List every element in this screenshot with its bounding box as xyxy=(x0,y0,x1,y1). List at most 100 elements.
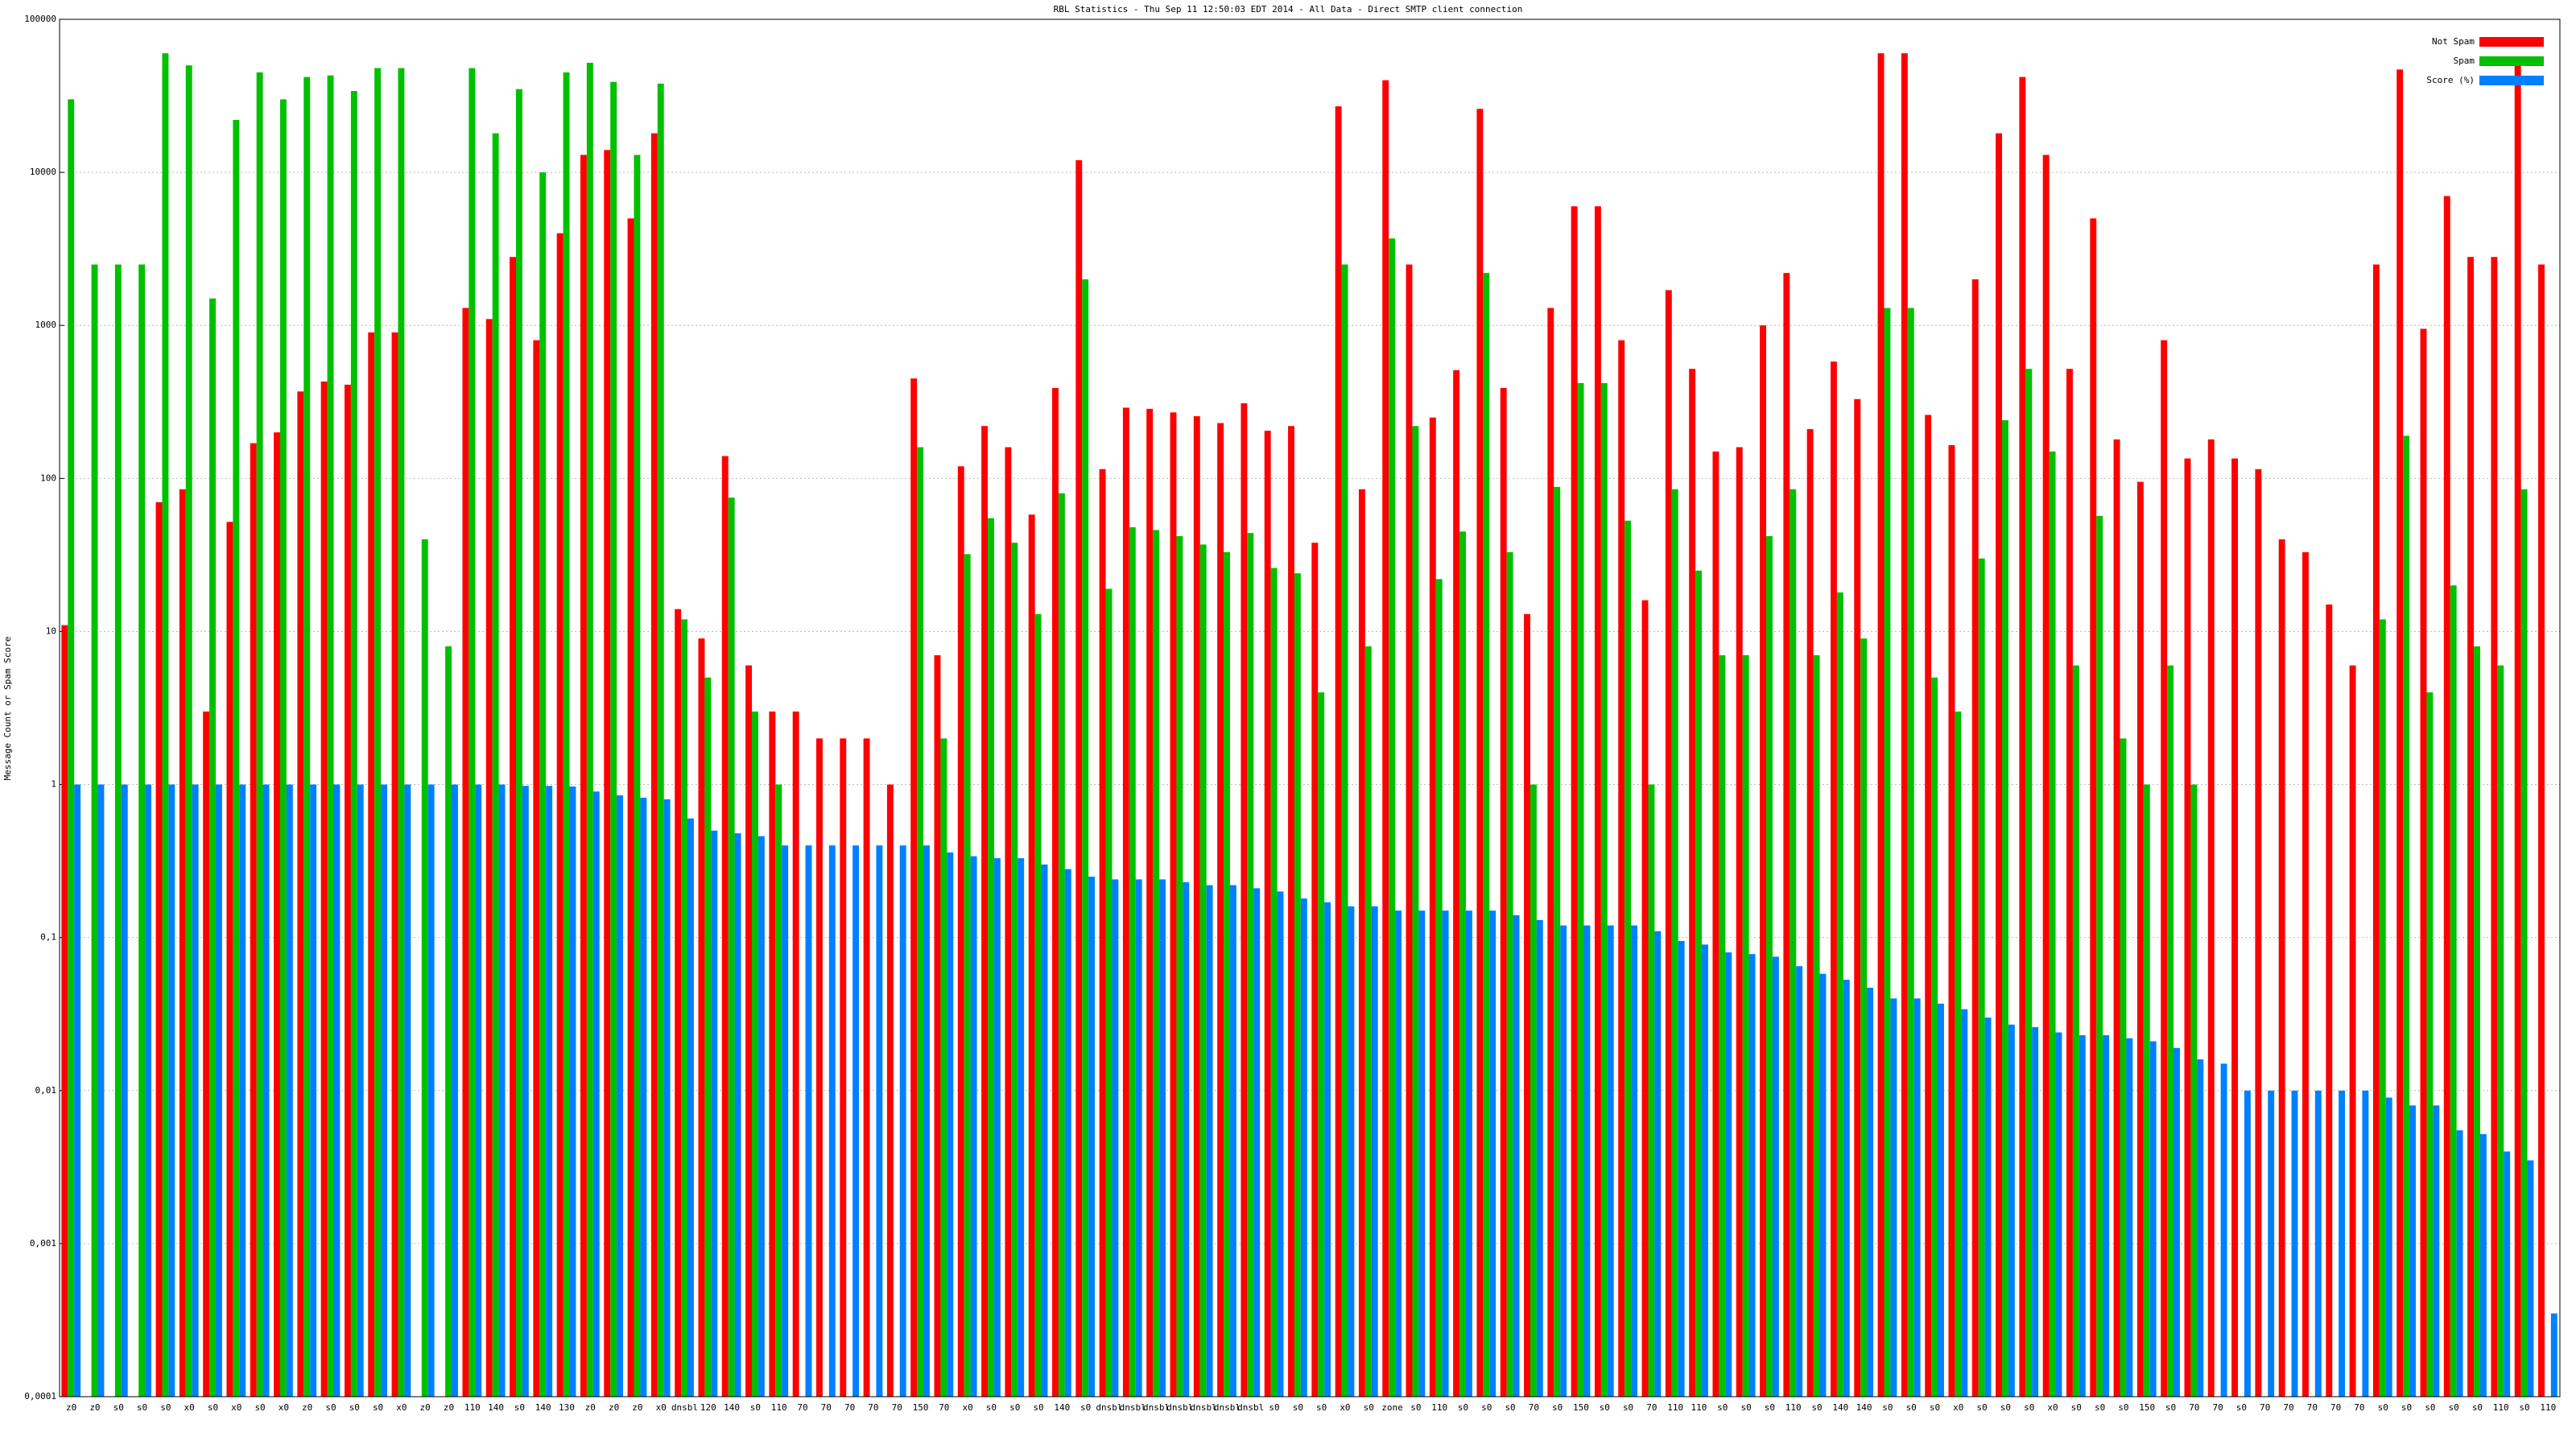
x-tick-label: 70 xyxy=(2354,1402,2364,1413)
bar xyxy=(1406,264,1413,1397)
y-tick-label: 1 xyxy=(51,779,56,790)
bar xyxy=(586,62,593,1397)
bar xyxy=(1513,914,1520,1397)
x-tick-label: s0 xyxy=(349,1402,360,1413)
bar xyxy=(1867,988,1874,1397)
bar xyxy=(2025,369,2033,1397)
bar xyxy=(805,845,812,1397)
bar xyxy=(1435,579,1443,1397)
y-tick-label: 100000 xyxy=(24,14,56,24)
bar xyxy=(451,784,458,1397)
bar xyxy=(1277,891,1284,1397)
bar xyxy=(782,845,789,1397)
x-tick-label: s0 xyxy=(1410,1402,1421,1413)
bar xyxy=(1524,613,1530,1397)
bar xyxy=(981,426,989,1397)
x-tick-label: 70 xyxy=(1529,1402,1539,1413)
bar xyxy=(539,172,547,1397)
bar xyxy=(1813,654,1820,1397)
bar xyxy=(2420,328,2427,1397)
bar xyxy=(274,432,280,1397)
x-tick-label: s0 xyxy=(1740,1402,1751,1413)
bar xyxy=(886,784,894,1397)
bar xyxy=(250,443,257,1397)
x-tick-label: s0 xyxy=(1316,1402,1327,1413)
bar xyxy=(1176,535,1183,1397)
bar xyxy=(492,133,499,1397)
bar xyxy=(1453,369,1460,1397)
x-tick-label: s0 xyxy=(373,1402,383,1413)
bar xyxy=(546,786,553,1397)
y-tick-label: 100 xyxy=(40,473,56,483)
bar xyxy=(2474,646,2480,1397)
bar xyxy=(1648,784,1655,1397)
bar xyxy=(1028,514,1035,1397)
x-tick-label: dnsbl xyxy=(1096,1402,1122,1413)
bar xyxy=(1229,885,1236,1397)
bar xyxy=(1594,206,1601,1397)
x-tick-label: z0 xyxy=(420,1402,431,1413)
bar xyxy=(828,845,836,1397)
bar xyxy=(1806,429,1814,1397)
x-tick-label: s0 xyxy=(325,1402,336,1413)
bar xyxy=(1075,160,1083,1397)
bar xyxy=(475,784,482,1397)
x-tick-label: 150 xyxy=(913,1402,929,1413)
bar xyxy=(1860,638,1868,1397)
bar xyxy=(1689,369,1696,1397)
bar xyxy=(1641,600,1649,1397)
x-tick-label: dnsbl xyxy=(1166,1402,1193,1413)
bar xyxy=(2120,738,2127,1397)
bar xyxy=(2103,1035,2110,1397)
bar xyxy=(1836,592,1843,1397)
bar xyxy=(2302,551,2309,1397)
x-tick-label: s0 xyxy=(2165,1402,2176,1413)
bar xyxy=(1560,925,1567,1397)
bar xyxy=(1348,906,1355,1397)
x-tick-label: 70 xyxy=(939,1402,949,1413)
bar xyxy=(1890,998,1897,1397)
bar xyxy=(2090,218,2097,1397)
x-tick-label: s0 xyxy=(1269,1402,1279,1413)
bar xyxy=(2079,1035,2086,1397)
x-tick-label: s0 xyxy=(1765,1402,1775,1413)
x-tick-label: 70 xyxy=(892,1402,902,1413)
x-tick-label: 110 xyxy=(1431,1402,1447,1413)
bar xyxy=(1984,1018,1992,1397)
x-tick-label: z0 xyxy=(66,1402,76,1413)
x-tick-label: s0 xyxy=(2378,1402,2388,1413)
x-tick-label: 140 xyxy=(1054,1402,1070,1413)
x-tick-label: x0 xyxy=(1953,1402,1963,1413)
bar xyxy=(2066,369,2073,1397)
bar xyxy=(2268,1090,2275,1397)
bar xyxy=(1554,486,1561,1397)
bar xyxy=(421,539,428,1397)
bar xyxy=(350,91,357,1397)
x-tick-label: x0 xyxy=(2047,1402,2058,1413)
bar xyxy=(74,784,81,1397)
x-tick-label: s0 xyxy=(1009,1402,1020,1413)
bar xyxy=(1112,879,1119,1397)
bar xyxy=(1324,902,1331,1397)
bar xyxy=(2255,469,2262,1397)
plot-frame xyxy=(59,19,2561,1397)
bar xyxy=(2161,340,2168,1397)
bar xyxy=(721,456,729,1397)
bar xyxy=(1206,885,1213,1397)
bar xyxy=(1607,925,1614,1397)
bar xyxy=(745,665,753,1397)
bar xyxy=(2314,1090,2322,1397)
bar xyxy=(2379,619,2386,1397)
x-tick-label: s0 xyxy=(137,1402,147,1413)
bar xyxy=(1907,308,1914,1397)
bar xyxy=(569,786,576,1397)
x-tick-label: s0 xyxy=(1080,1402,1091,1413)
bar xyxy=(698,638,705,1397)
x-tick-label: z0 xyxy=(632,1402,642,1413)
bar xyxy=(1547,308,1554,1397)
bar xyxy=(515,89,522,1397)
x-tick-label: x0 xyxy=(1340,1402,1350,1413)
bar xyxy=(2231,458,2239,1397)
x-tick-label: 110 xyxy=(771,1402,787,1413)
bar xyxy=(357,784,364,1397)
